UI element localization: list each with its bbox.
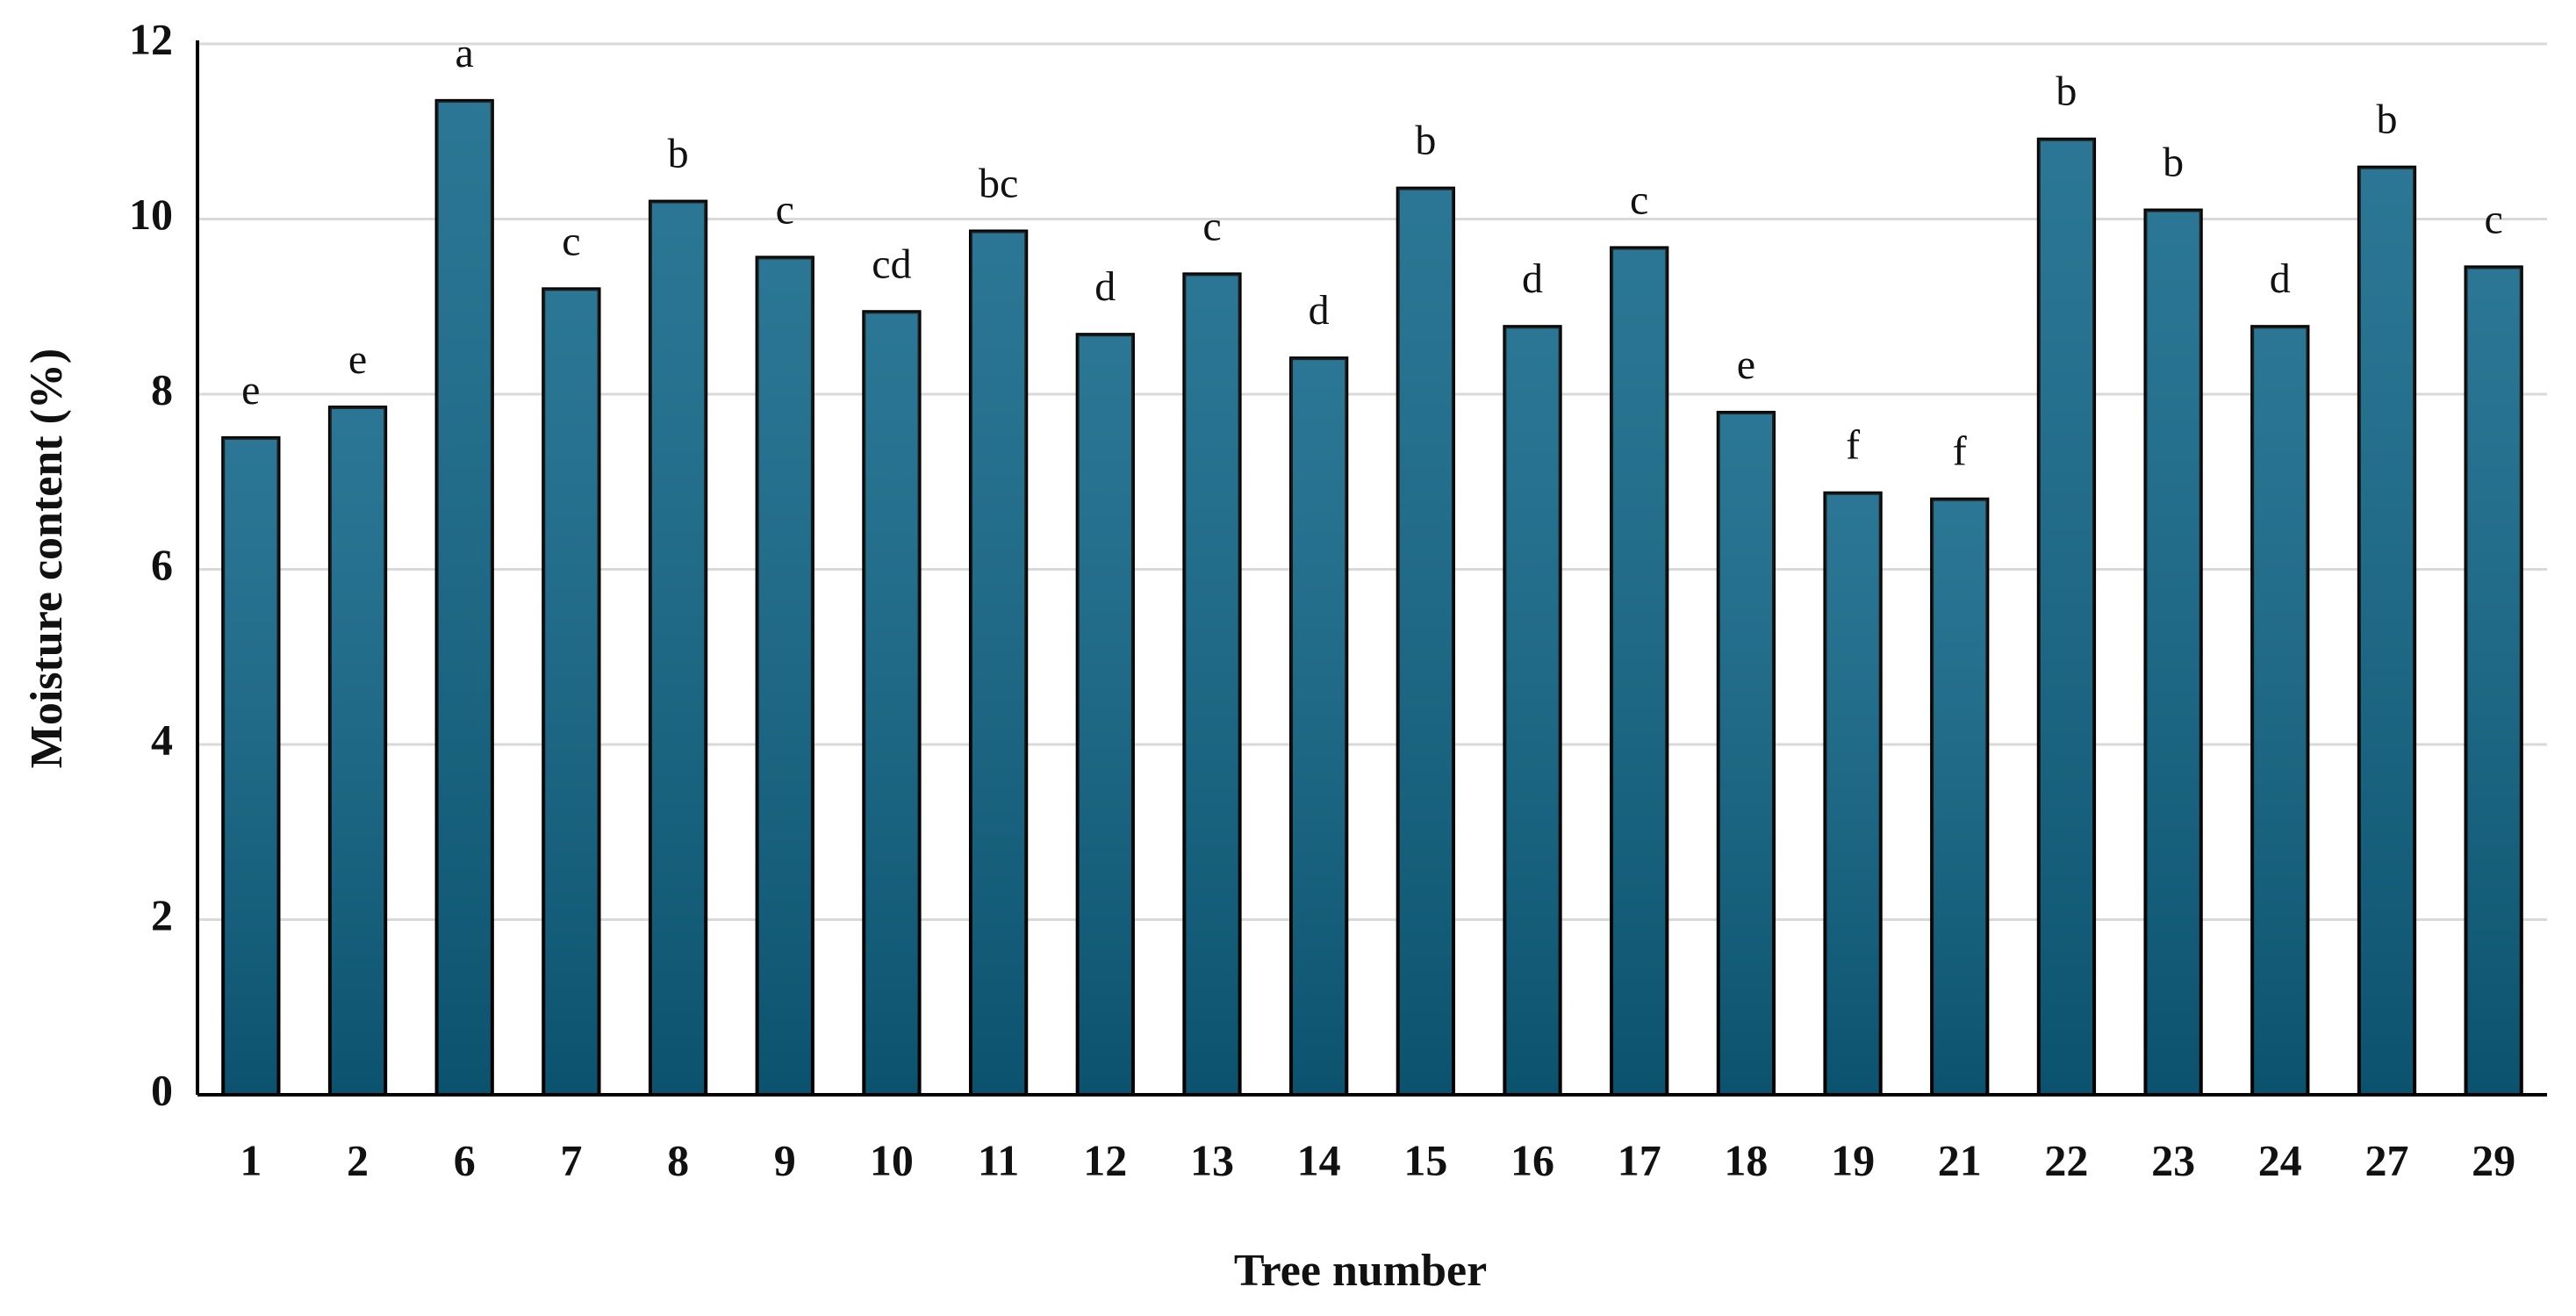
bar-shade (1504, 327, 1561, 1095)
bar-shade (1077, 334, 1133, 1095)
bar-shade (223, 437, 279, 1095)
bar-shade (1932, 499, 1988, 1095)
bar-shade (2252, 327, 2308, 1095)
bar-shade (2358, 167, 2415, 1096)
significance-letter: d (2270, 255, 2291, 302)
x-tick-label: 17 (1618, 1135, 1661, 1184)
x-tick-label: 13 (1190, 1135, 1234, 1184)
significance-letter: c (2485, 196, 2503, 242)
x-tick-label: 2 (347, 1135, 369, 1184)
significance-letter: d (1309, 287, 1330, 334)
x-tick-label: 22 (2044, 1135, 2088, 1184)
bar-shade (1825, 493, 1881, 1095)
x-tick-label: 23 (2151, 1135, 2195, 1184)
bar-shade (329, 406, 386, 1095)
bar-shade (1718, 412, 1775, 1095)
x-tick-label: 19 (1831, 1135, 1875, 1184)
significance-letter: f (1846, 422, 1860, 469)
x-tick-label: 8 (667, 1135, 689, 1184)
y-tick-label: 2 (151, 890, 173, 939)
x-tick-label: 27 (2364, 1135, 2408, 1184)
x-tick-label: 6 (454, 1135, 476, 1184)
y-tick-label: 12 (129, 14, 173, 63)
x-tick-label: 18 (1724, 1135, 1768, 1184)
bar-shade (2038, 139, 2095, 1095)
x-tick-label: 16 (1510, 1135, 1554, 1184)
bar-shade (2145, 210, 2201, 1095)
y-tick-label: 10 (129, 190, 173, 239)
x-tick-label: 11 (978, 1135, 1019, 1184)
significance-letter: e (1737, 342, 1755, 388)
x-tick-label: 29 (2472, 1135, 2515, 1184)
x-tick-label: 9 (774, 1135, 796, 1184)
bar-shade (1291, 358, 1347, 1095)
bar-shade (970, 231, 1027, 1096)
bar-shade (1611, 248, 1668, 1096)
significance-letter: bc (979, 160, 1018, 206)
significance-letter: d (1094, 263, 1116, 310)
significance-letter: c (776, 186, 794, 233)
x-tick-label: 15 (1403, 1135, 1447, 1184)
significance-letter: c (1630, 176, 1648, 223)
significance-letter: b (2163, 140, 2184, 186)
bar-shade (543, 289, 599, 1095)
significance-letter: d (1522, 255, 1543, 302)
significance-letter: f (1953, 428, 1967, 475)
bar-shade (436, 100, 492, 1095)
y-tick-label: 0 (151, 1065, 173, 1114)
x-tick-label: 7 (560, 1135, 582, 1184)
significance-letter: e (241, 367, 260, 413)
x-tick-label: 21 (1938, 1135, 1982, 1184)
significance-letter: a (456, 30, 474, 76)
x-tick-label: 24 (2258, 1135, 2302, 1184)
x-tick-label: 14 (1297, 1135, 1341, 1184)
significance-letter: c (562, 218, 580, 264)
significance-letter: b (1415, 118, 1436, 164)
y-tick-label: 8 (151, 364, 173, 413)
x-axis-title: Tree number (1234, 1246, 1487, 1296)
x-tick-label: 1 (240, 1135, 262, 1184)
significance-letter: c (1202, 203, 1221, 249)
significance-letter: b (2376, 97, 2397, 143)
bar-shade (2465, 267, 2522, 1095)
significance-letter: cd (872, 241, 911, 287)
y-tick-label: 4 (151, 715, 173, 764)
significance-letter: b (668, 131, 689, 177)
bar-shade (757, 257, 813, 1095)
significance-letter: b (2056, 68, 2077, 115)
significance-letter: e (348, 336, 367, 383)
y-axis-title: Moisture content (%) (22, 349, 72, 769)
x-tick-label: 10 (870, 1135, 914, 1184)
bar-shade (649, 201, 707, 1096)
bar-shade (1397, 188, 1453, 1095)
bar-shade (864, 312, 920, 1095)
y-tick-label: 6 (151, 540, 173, 589)
x-tick-label: 12 (1083, 1135, 1127, 1184)
bar-shade (1184, 274, 1240, 1095)
